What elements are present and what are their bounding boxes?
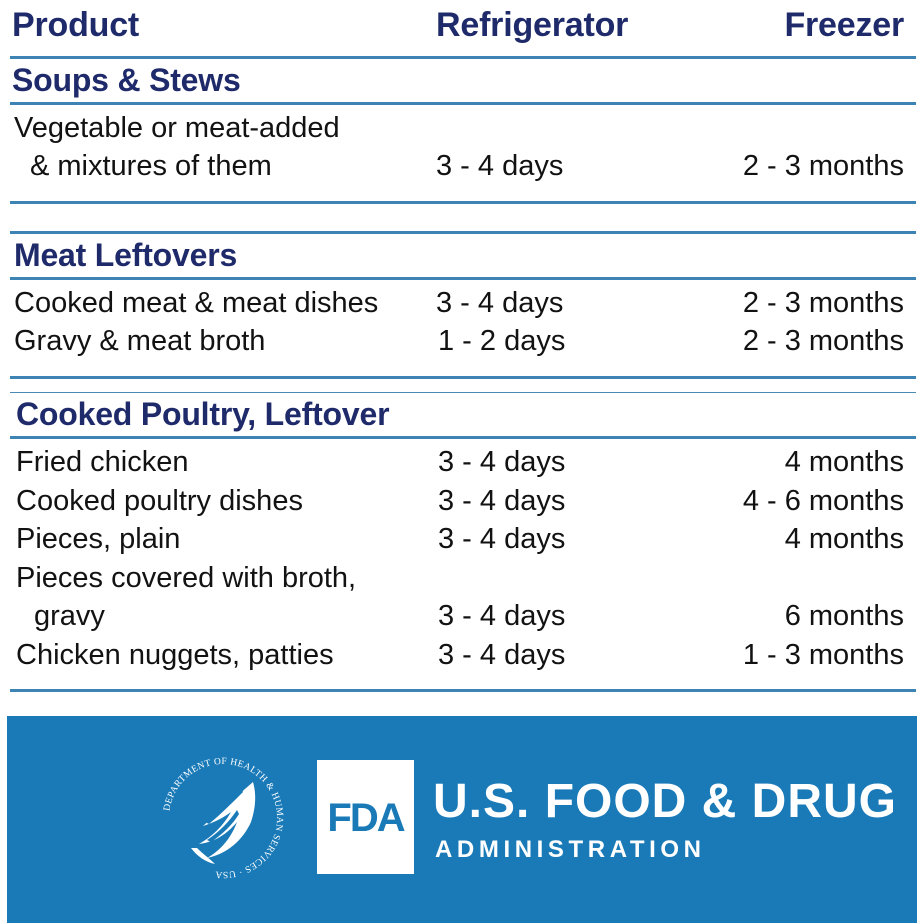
product-cell: Pieces, plain: [16, 523, 181, 555]
product-cell-continued: & mixtures of them: [30, 150, 272, 182]
refrigerator-cell: 3 - 4 days: [436, 150, 564, 182]
column-header-product: Product: [12, 6, 140, 44]
hhs-seal-icon: DEPARTMENT OF HEALTH & HUMAN SERVICES · …: [162, 757, 284, 879]
product-cell-continued: gravy: [34, 600, 105, 632]
product-cell: Cooked meat & meat dishes: [14, 287, 379, 319]
seal-text: DEPARTMENT OF HEALTH & HUMAN SERVICES · …: [162, 757, 283, 879]
divider: [10, 436, 916, 439]
section-title-cooked-poultry: Cooked Poultry, Leftover: [16, 396, 390, 432]
section-title-soups-stews: Soups & Stews: [12, 62, 241, 98]
fda-mark: FDA: [327, 796, 405, 840]
column-header-refrigerator: Refrigerator: [436, 6, 629, 44]
divider: [10, 392, 916, 393]
freezer-cell: 1 - 3 months: [742, 639, 904, 671]
divider: [10, 689, 916, 692]
refrigerator-cell: 3 - 4 days: [438, 639, 566, 671]
freezer-cell: 2 - 3 months: [742, 287, 904, 319]
agency-subtitle: ADMINISTRATION: [435, 836, 706, 863]
refrigerator-cell: 3 - 4 days: [438, 523, 566, 555]
fda-logo-box: FDA: [317, 760, 414, 874]
product-cell: Pieces covered with broth,: [16, 562, 357, 594]
divider: [10, 201, 916, 204]
product-cell: Chicken nuggets, patties: [16, 639, 334, 671]
freezer-cell: 4 months: [784, 446, 904, 478]
divider: [10, 376, 916, 379]
freezer-cell: 6 months: [784, 600, 904, 632]
divider: [10, 56, 916, 59]
refrigerator-cell: 3 - 4 days: [436, 287, 564, 319]
product-cell: Fried chicken: [16, 446, 189, 478]
divider: [10, 277, 916, 280]
refrigerator-cell: 3 - 4 days: [438, 600, 566, 632]
refrigerator-cell: 1 - 2 days: [438, 325, 566, 357]
product-cell: Vegetable or meat-added: [14, 112, 340, 144]
refrigerator-cell: 3 - 4 days: [438, 446, 566, 478]
product-cell: Cooked poultry dishes: [16, 485, 303, 517]
freezer-cell: 2 - 3 months: [742, 150, 904, 182]
divider: [10, 102, 916, 105]
svg-text:DEPARTMENT OF HEALTH & HUMAN S: DEPARTMENT OF HEALTH & HUMAN SERVICES · …: [162, 757, 284, 879]
refrigerator-cell: 3 - 4 days: [438, 485, 566, 517]
agency-name: U.S. FOOD & DRUG: [433, 775, 898, 828]
section-title-meat-leftovers: Meat Leftovers: [14, 237, 238, 273]
column-header-freezer: Freezer: [784, 6, 904, 44]
divider: [10, 231, 916, 234]
freezer-cell: 4 months: [784, 523, 904, 555]
freezer-cell: 2 - 3 months: [742, 325, 904, 357]
product-cell: Gravy & meat broth: [14, 325, 266, 357]
freezer-cell: 4 - 6 months: [742, 485, 904, 517]
fda-footer-banner: DEPARTMENT OF HEALTH & HUMAN SERVICES · …: [7, 716, 917, 923]
